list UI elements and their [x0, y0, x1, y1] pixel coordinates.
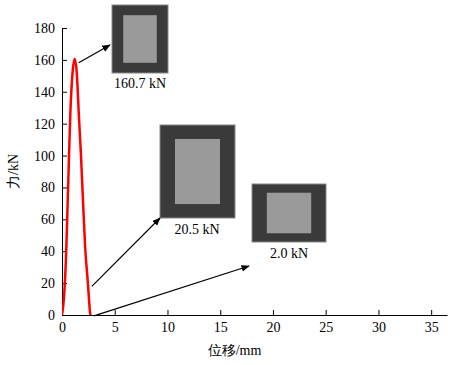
x-tick-mark	[167, 310, 168, 315]
x-tick-mark	[378, 310, 379, 315]
y-tick: 20	[41, 276, 67, 291]
x-tick: 30	[372, 310, 386, 335]
y-tick: 0	[48, 308, 67, 323]
y-axis-line	[62, 29, 63, 316]
annotation-arrow	[92, 218, 160, 286]
chart: 0 5 10 15 20 25 30 35 0 20 40 60 80 100 120 140 160 180 位移…	[0, 0, 451, 365]
y-tick: 120	[34, 117, 67, 132]
y-tick: 60	[41, 212, 67, 227]
x-tick-mark	[220, 310, 221, 315]
x-axis-title: 位移/mm	[208, 343, 262, 358]
y-tick-label: 60	[41, 212, 55, 227]
force-curve	[62, 59, 90, 315]
specimen-photo	[112, 5, 168, 73]
x-tick-label: 5	[112, 320, 119, 335]
x-tick: 10	[161, 310, 175, 335]
annotation-label: 20.5 kN	[174, 222, 219, 237]
x-tick: 15	[214, 310, 228, 335]
series-group	[62, 59, 90, 315]
y-axis-title: 力/kN	[6, 154, 21, 189]
y-tick-mark	[62, 315, 67, 316]
x-tick-label: 30	[372, 320, 386, 335]
y-tick-label: 120	[34, 117, 55, 132]
y-tick: 80	[41, 180, 67, 195]
x-axis: 0 5 10 15 20 25 30 35	[59, 310, 448, 335]
y-tick: 160	[34, 53, 67, 68]
y-tick: 180	[34, 21, 67, 36]
y-tick-label: 20	[41, 276, 55, 291]
y-tick-label: 100	[34, 149, 55, 164]
y-tick-label: 140	[34, 85, 55, 100]
y-tick-mark	[62, 92, 67, 93]
y-tick-mark	[62, 187, 67, 188]
specimen-shape	[123, 15, 157, 63]
x-tick-label: 20	[266, 320, 280, 335]
x-tick-mark	[431, 310, 432, 315]
x-tick: 35	[425, 310, 439, 335]
y-tick: 140	[34, 85, 67, 100]
annotation-arrow	[94, 266, 249, 316]
x-tick: 5	[112, 310, 119, 335]
x-tick-mark	[115, 310, 116, 315]
specimen-photo	[252, 184, 326, 242]
x-tick: 25	[319, 310, 333, 335]
x-tick-label: 15	[214, 320, 228, 335]
y-tick-mark	[62, 60, 67, 61]
x-tick-mark	[326, 310, 327, 315]
annotation-label: 2.0 kN	[270, 246, 308, 261]
specimen-photo	[160, 125, 235, 218]
y-tick-mark	[62, 156, 67, 157]
x-tick-mark	[273, 310, 274, 315]
annotation-label: 160.7 kN	[114, 76, 166, 91]
specimen-shape	[267, 193, 311, 234]
plot: 0 5 10 15 20 25 30 35 0 20 40 60 80 100 120 140 160 180	[34, 21, 448, 335]
y-tick-label: 0	[48, 308, 55, 323]
y-tick: 100	[34, 149, 67, 164]
x-axis-line	[63, 315, 448, 316]
x-tick-label: 35	[425, 320, 439, 335]
y-axis: 0 20 40 60 80 100 120 140 160 180	[34, 21, 67, 323]
annotation-arrow	[79, 45, 110, 63]
y-tick-label: 160	[34, 53, 55, 68]
x-tick: 20	[266, 310, 280, 335]
y-tick: 40	[41, 244, 67, 259]
specimen-shape	[175, 139, 220, 204]
x-tick-label: 0	[59, 320, 66, 335]
y-tick-label: 180	[34, 21, 55, 36]
x-tick-label: 25	[319, 320, 333, 335]
y-tick-mark	[62, 124, 67, 125]
annotations: 160.7 kN 20.5 kN 2.0 kN	[79, 5, 326, 316]
x-tick-label: 10	[161, 320, 175, 335]
y-tick-label: 40	[41, 244, 55, 259]
y-tick-mark	[62, 28, 67, 29]
y-tick-label: 80	[41, 180, 55, 195]
